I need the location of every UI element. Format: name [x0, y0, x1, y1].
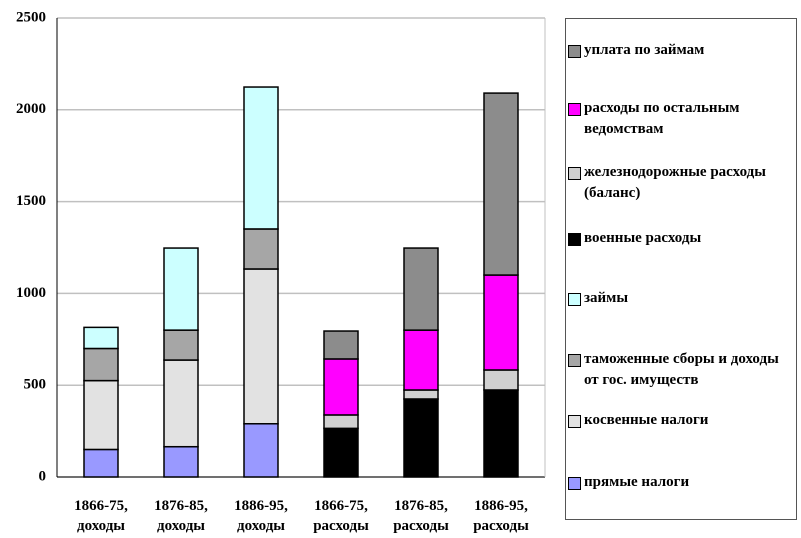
legend-entry: таможенные сборы и доходы от гос. имущес…: [568, 349, 793, 391]
bar-segment: [243, 228, 279, 270]
x-tick-label: 1866-75, расходы: [313, 498, 369, 534]
x-tick-label: 1866-75, доходы: [74, 498, 128, 534]
legend-label: железнодорожные расходы (баланс): [584, 164, 766, 201]
y-tick-label: 500: [24, 377, 47, 393]
y-tick-label: 2000: [16, 101, 46, 117]
legend-entry: железнодорожные расходы (баланс): [568, 162, 793, 204]
legend-swatch: [568, 103, 581, 116]
legend-swatch: [568, 167, 581, 180]
bar-segment: [483, 274, 519, 371]
legend-swatch: [568, 293, 581, 306]
bar-segment: [403, 329, 439, 391]
legend-swatch: [568, 477, 581, 490]
bar-segment: [163, 247, 199, 331]
legend-entry: прямые налоги: [568, 472, 793, 493]
y-tick-label: 2500: [16, 9, 46, 25]
y-tick-label: 1000: [16, 285, 46, 301]
bar-segment: [163, 359, 199, 448]
x-tick-label: 1886-95, доходы: [234, 498, 288, 534]
bar-segment: [483, 92, 519, 276]
bar-segment: [243, 268, 279, 425]
legend-label: военные расходы: [584, 230, 702, 246]
legend-swatch: [568, 233, 581, 246]
bar-segment: [83, 379, 119, 451]
bar-segment: [243, 86, 279, 230]
bar-segment: [483, 389, 519, 478]
bar-segment: [403, 389, 439, 400]
legend-swatch: [568, 415, 581, 428]
bar-segment: [323, 330, 359, 360]
bar-segment: [83, 326, 119, 350]
bar-segment: [83, 448, 119, 478]
legend-label: уплата по займам: [584, 42, 705, 58]
legend-label: таможенные сборы и доходы от гос. имущес…: [584, 351, 779, 388]
legend-label: займы: [584, 290, 629, 306]
bar-segment: [163, 329, 199, 361]
y-tick-label: 0: [39, 468, 47, 484]
x-tick-label: 1886-95, расходы: [473, 498, 529, 534]
bar-segment: [323, 427, 359, 478]
legend-entry: военные расходы: [568, 228, 793, 249]
legend-entry: уплата по займам: [568, 40, 793, 61]
bar-segment: [83, 347, 119, 382]
legend-label: расходы по остальным ведомствам: [584, 100, 740, 137]
legend-label: косвенные налоги: [584, 412, 709, 428]
legend-swatch: [568, 354, 581, 367]
legend: [565, 18, 797, 520]
x-tick-label: 1876-85, доходы: [154, 498, 208, 534]
legend-label: прямые налоги: [584, 474, 690, 490]
x-tick-label: 1876-85, расходы: [393, 498, 449, 534]
legend-swatch: [568, 45, 581, 58]
bar-segment: [323, 414, 359, 430]
legend-entry: расходы по остальным ведомствам: [568, 98, 793, 140]
bar-segment: [403, 247, 439, 331]
bar-segment: [403, 398, 439, 478]
bar-segment: [163, 445, 199, 478]
bar-segment: [483, 369, 519, 391]
bar-segment: [243, 423, 279, 478]
legend-entry: займы: [568, 288, 793, 309]
bar-segment: [323, 358, 359, 416]
y-tick-label: 1500: [16, 193, 46, 209]
legend-entry: косвенные налоги: [568, 410, 793, 431]
